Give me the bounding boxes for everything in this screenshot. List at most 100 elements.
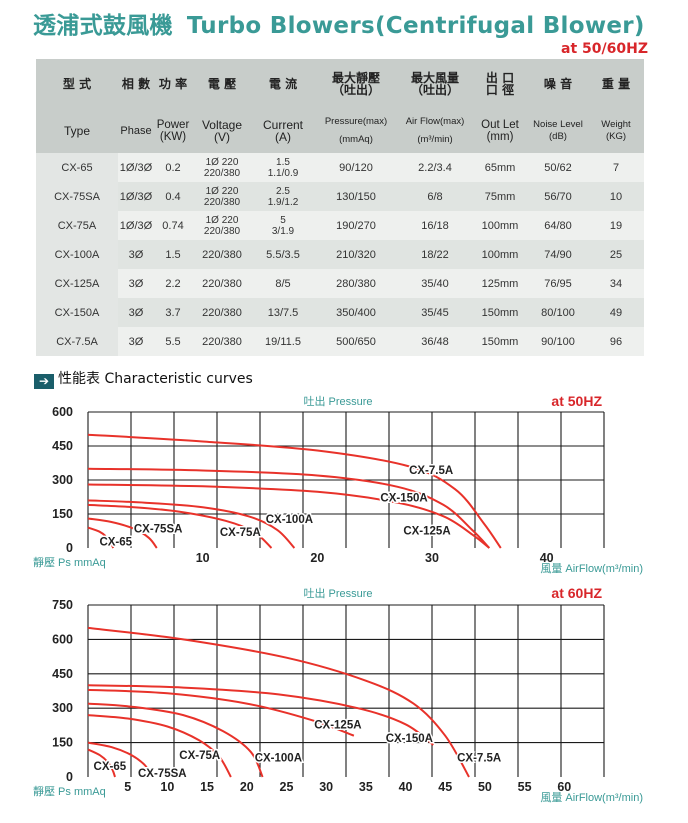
- x-axis-label: 風量 AirFlow(m³/min): [540, 562, 643, 575]
- performance-curve-cx-100a: [87, 499, 296, 549]
- chart-title: at 60HZ: [551, 585, 602, 601]
- performance-curve-cx-150a: [87, 684, 434, 746]
- table-cell: 3Ø: [118, 327, 154, 356]
- header-cell-cn: 重 量: [588, 59, 644, 109]
- table-row: CX-75A 1Ø/3Ø 0.74 1Ø 220 220/380 5 3/1.9 190/…: [36, 211, 644, 240]
- title-en: Turbo Blowers(Centrifugal Blower): [186, 13, 645, 39]
- table-cell: 16/18: [398, 211, 472, 240]
- performance-curve-cx-75a: [87, 503, 273, 549]
- table-cell: 1.5 1.1/0.9: [252, 153, 314, 182]
- table-cell: 19: [588, 211, 644, 240]
- y-tick-label: 600: [52, 632, 73, 646]
- header-row-en: Type Phase Power (KW) Voltage (V) Curren…: [36, 109, 644, 153]
- performance-curve-cx-75sa: [87, 741, 153, 778]
- x-tick-label: 55: [518, 780, 532, 794]
- x-tick-label: 60: [557, 780, 571, 794]
- performance-curve-cx-125a: [87, 483, 490, 549]
- x-tick-label: 20: [310, 551, 324, 565]
- curve-label: CX-75SA: [134, 524, 183, 536]
- table-cell: 1Ø 220 220/380: [192, 153, 252, 182]
- header-cell-cn: 噪 音: [528, 59, 588, 109]
- header-cell-en: Type: [36, 109, 118, 153]
- section-title-text: 性能表 Characteristic curves: [58, 371, 253, 387]
- header-cell-en: Out Let (mm): [472, 109, 528, 153]
- header-cell-en: Noise Level (dB): [528, 109, 588, 153]
- x-tick-label: 35: [359, 780, 373, 794]
- y-tick-label: 0: [66, 770, 73, 784]
- table-cell: 0.4: [154, 182, 192, 211]
- header-cell-cn: 型 式: [36, 59, 118, 109]
- curve-label: CX-65: [94, 761, 127, 773]
- x-tick-label: 40: [540, 551, 554, 565]
- table-cell: 1Ø/3Ø: [118, 153, 154, 182]
- curve-label: CX-65: [99, 537, 132, 549]
- arrow-right-icon: ➔: [34, 374, 54, 389]
- curve-label: CX-75A: [179, 750, 220, 762]
- title-cn: 透浦式鼓風機: [33, 13, 173, 39]
- y-tick-label: 150: [52, 507, 73, 521]
- x-tick-label: 45: [438, 780, 452, 794]
- header-cell-cn: 最大靜壓 （吐出）: [314, 59, 398, 109]
- table-cell: 90/100: [528, 327, 588, 356]
- performance-curve-cx-7-5a: [87, 626, 470, 778]
- spec-table-body: CX-65 1Ø/3Ø 0.2 1Ø 220 220/380 1.5 1.1/0.9 90…: [36, 153, 644, 356]
- chart-60hz: 0 150 300 450 600 750 5 10 15 20 25 30 35 40 45 50 55 60 C…: [33, 585, 643, 804]
- table-cell: 1Ø 220 220/380: [192, 211, 252, 240]
- x-tick-label: 30: [319, 780, 333, 794]
- table-row: CX-100A 3Ø 1.5 220/380 5.5/3.5 210/320 18/22 10…: [36, 240, 644, 269]
- header-cell-cn: 電 壓: [192, 59, 252, 109]
- table-cell: 6/8: [398, 182, 472, 211]
- table-cell: CX-65: [36, 153, 118, 182]
- table-cell: 350/400: [314, 298, 398, 327]
- table-cell: 7: [588, 153, 644, 182]
- performance-curve-cx-75sa: [87, 517, 158, 549]
- table-cell: 150mm: [472, 327, 528, 356]
- table-row: CX-75SA 1Ø/3Ø 0.4 1Ø 220 220/380 2.5 1.9/1.2…: [36, 182, 644, 211]
- header-cell-cn: 電 流: [252, 59, 314, 109]
- header-cell-en: Current (A): [252, 109, 314, 153]
- header-cell-en: Air Flow(max) (m³/min): [398, 109, 472, 153]
- spec-table: 型 式 相 數 功 率 電 壓 電 流 最大靜壓 （吐出） 最大風量 （吐出） …: [36, 59, 644, 356]
- header-cell-en: Voltage (V): [192, 109, 252, 153]
- table-cell: 0.74: [154, 211, 192, 240]
- x-tick-label: 50: [478, 780, 492, 794]
- table-cell: 0.2: [154, 153, 192, 182]
- table-cell: 76/95: [528, 269, 588, 298]
- header-cell-en: Weight (KG): [588, 109, 644, 153]
- table-cell: 36/48: [398, 327, 472, 356]
- header-cell-en: Power (KW): [154, 109, 192, 153]
- table-cell: 64/80: [528, 211, 588, 240]
- curve-label: CX-75SA: [138, 768, 187, 780]
- table-cell: 190/270: [314, 211, 398, 240]
- x-tick-label: 25: [280, 780, 294, 794]
- table-cell: 2.2: [154, 269, 192, 298]
- x-tick-label: 40: [399, 780, 413, 794]
- x-tick-label: 5: [124, 780, 131, 794]
- header-cell-en: Pressure(max) (mmAq): [314, 109, 398, 153]
- chart-title: at 50HZ: [551, 393, 602, 409]
- table-cell: 220/380: [192, 327, 252, 356]
- table-cell: 65mm: [472, 153, 528, 182]
- table-cell: 13/7.5: [252, 298, 314, 327]
- header-cell-cn: 功 率: [154, 59, 192, 109]
- table-cell: 210/320: [314, 240, 398, 269]
- y-tick-label: 600: [52, 405, 73, 419]
- table-cell: 75mm: [472, 182, 528, 211]
- curve-label: CX-75A: [220, 527, 261, 539]
- table-cell: 125mm: [472, 269, 528, 298]
- table-cell: CX-7.5A: [36, 327, 118, 356]
- curve-label: CX-150A: [380, 493, 427, 505]
- performance-curve-cx-100a: [87, 702, 264, 778]
- performance-curve-cx-125a: [87, 688, 355, 737]
- table-cell: 1Ø 220 220/380: [192, 182, 252, 211]
- y-axis-label: 靜壓 Ps mmAq: [33, 784, 106, 798]
- x-tick-label: 10: [196, 551, 210, 565]
- table-cell: 500/650: [314, 327, 398, 356]
- table-cell: 150mm: [472, 298, 528, 327]
- table-cell: 8/5: [252, 269, 314, 298]
- table-cell: 5.5/3.5: [252, 240, 314, 269]
- table-row: CX-125A 3Ø 2.2 220/380 8/5 280/380 35/40 125mm 7…: [36, 269, 644, 298]
- table-cell: 49: [588, 298, 644, 327]
- table-cell: CX-125A: [36, 269, 118, 298]
- x-tick-label: 20: [240, 780, 254, 794]
